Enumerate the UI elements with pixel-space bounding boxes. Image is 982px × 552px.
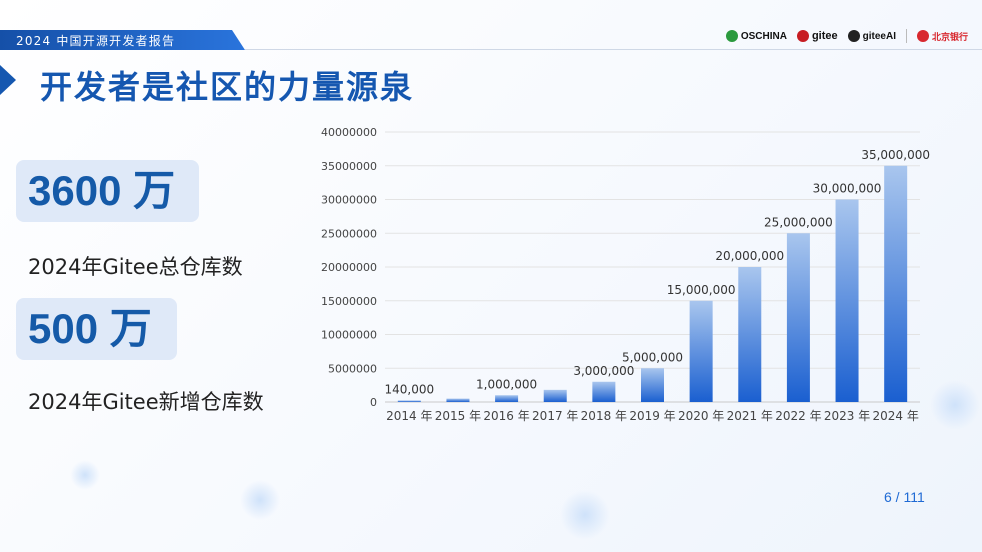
decorative-bokeh	[70, 460, 100, 490]
chart-bar	[738, 267, 762, 402]
y-tick-label: 25000000	[321, 227, 377, 240]
chart-bar	[543, 389, 567, 402]
y-tick-label: 35000000	[321, 160, 377, 173]
x-tick-label: 2020 年	[678, 409, 724, 423]
x-tick-label: 2019 年	[629, 409, 675, 423]
y-tick-label: 40000000	[321, 126, 377, 139]
header-bar-shape	[0, 30, 245, 50]
decorative-bokeh	[560, 490, 610, 540]
x-tick-label: 2023 年	[824, 409, 870, 423]
new-repos-label: 2024年Gitee新增仓库数	[28, 390, 264, 414]
report-title: 2024 中国开源开发者报告	[16, 34, 176, 48]
title-arrow-icon	[0, 65, 16, 95]
y-tick-label: 20000000	[321, 261, 377, 274]
partner-logos: OSCHINA gitee giteeAI 北京银行	[725, 29, 968, 43]
x-tick-label: 2014 年	[386, 409, 432, 423]
x-tick-label: 2021 年	[727, 409, 773, 423]
logo-separator	[905, 29, 907, 43]
total-repos-stat: 3600 万	[16, 160, 199, 222]
report-header-bar: 2024 中国开源开发者报告	[0, 30, 245, 50]
chart-y-axis: 0 5000000 10000000 15000000 20000000 25000000…	[321, 126, 377, 409]
chart-bar	[495, 395, 519, 402]
chart-bars	[397, 165, 908, 402]
data-label: 15,000,000	[667, 283, 736, 297]
x-tick-label: 2024 年	[873, 409, 919, 423]
gitee-logo-icon	[796, 30, 809, 42]
x-tick-label: 2016 年	[483, 409, 529, 423]
bank-of-beijing-logo: 北京银行	[916, 30, 968, 43]
oschina-logo-icon	[725, 30, 738, 42]
x-tick-label: 2015 年	[435, 409, 481, 423]
x-tick-label: 2018 年	[581, 409, 627, 423]
chart-bar	[592, 381, 616, 402]
data-label: 25,000,000	[764, 215, 833, 229]
gitee-ai-logo: giteeAI	[847, 30, 896, 42]
new-repos-stat: 500 万	[16, 298, 177, 360]
decorative-bokeh	[930, 380, 980, 430]
y-tick-label: 10000000	[321, 329, 377, 342]
gitee-ai-logo-icon	[847, 30, 860, 42]
chart-bar	[835, 199, 859, 402]
chart-bar	[446, 398, 470, 402]
chart-bar	[641, 368, 664, 402]
total-repos-label: 2024年Gitee总仓库数	[28, 255, 243, 279]
y-tick-label: 15000000	[321, 295, 377, 308]
repo-growth-bar-chart: 0 5000000 10000000 15000000 20000000 25000000…	[321, 126, 931, 423]
data-label: 20,000,000	[715, 249, 784, 263]
bank-of-beijing-logo-label: 北京银行	[931, 31, 968, 42]
decorative-bokeh	[240, 480, 280, 520]
y-tick-label: 0	[370, 396, 377, 409]
gitee-logo: gitee	[796, 30, 838, 42]
chart-bar	[786, 233, 810, 402]
oschina-logo-label: OSCHINA	[740, 30, 787, 42]
y-tick-label: 5000000	[328, 362, 377, 375]
oschina-logo: OSCHINA	[725, 30, 787, 42]
y-tick-label: 30000000	[321, 194, 377, 207]
data-label: 35,000,000	[861, 148, 930, 162]
gitee-ai-logo-label: giteeAI	[862, 30, 896, 42]
data-label: 30,000,000	[813, 182, 882, 196]
data-label: 140,000	[385, 383, 435, 397]
bank-of-beijing-logo-icon	[916, 30, 929, 42]
data-label: 1,000,000	[476, 377, 537, 391]
chart-bar	[689, 300, 713, 402]
chart-bar	[397, 400, 421, 402]
page-title: 开发者是社区的力量源泉	[40, 68, 415, 106]
data-label: 3,000,000	[573, 364, 634, 378]
header-divider	[245, 49, 982, 50]
x-tick-label: 2022 年	[775, 409, 821, 423]
x-tick-label: 2017 年	[532, 409, 578, 423]
page-number: 6 / 111	[884, 489, 925, 505]
chart-bar	[884, 165, 908, 402]
chart-x-axis: 2014 年 2015 年 2016 年 2017 年 2018 年 2019 年 2020…	[386, 409, 919, 423]
data-label: 5,000,000	[622, 350, 683, 364]
gitee-logo-label: gitee	[811, 30, 838, 42]
